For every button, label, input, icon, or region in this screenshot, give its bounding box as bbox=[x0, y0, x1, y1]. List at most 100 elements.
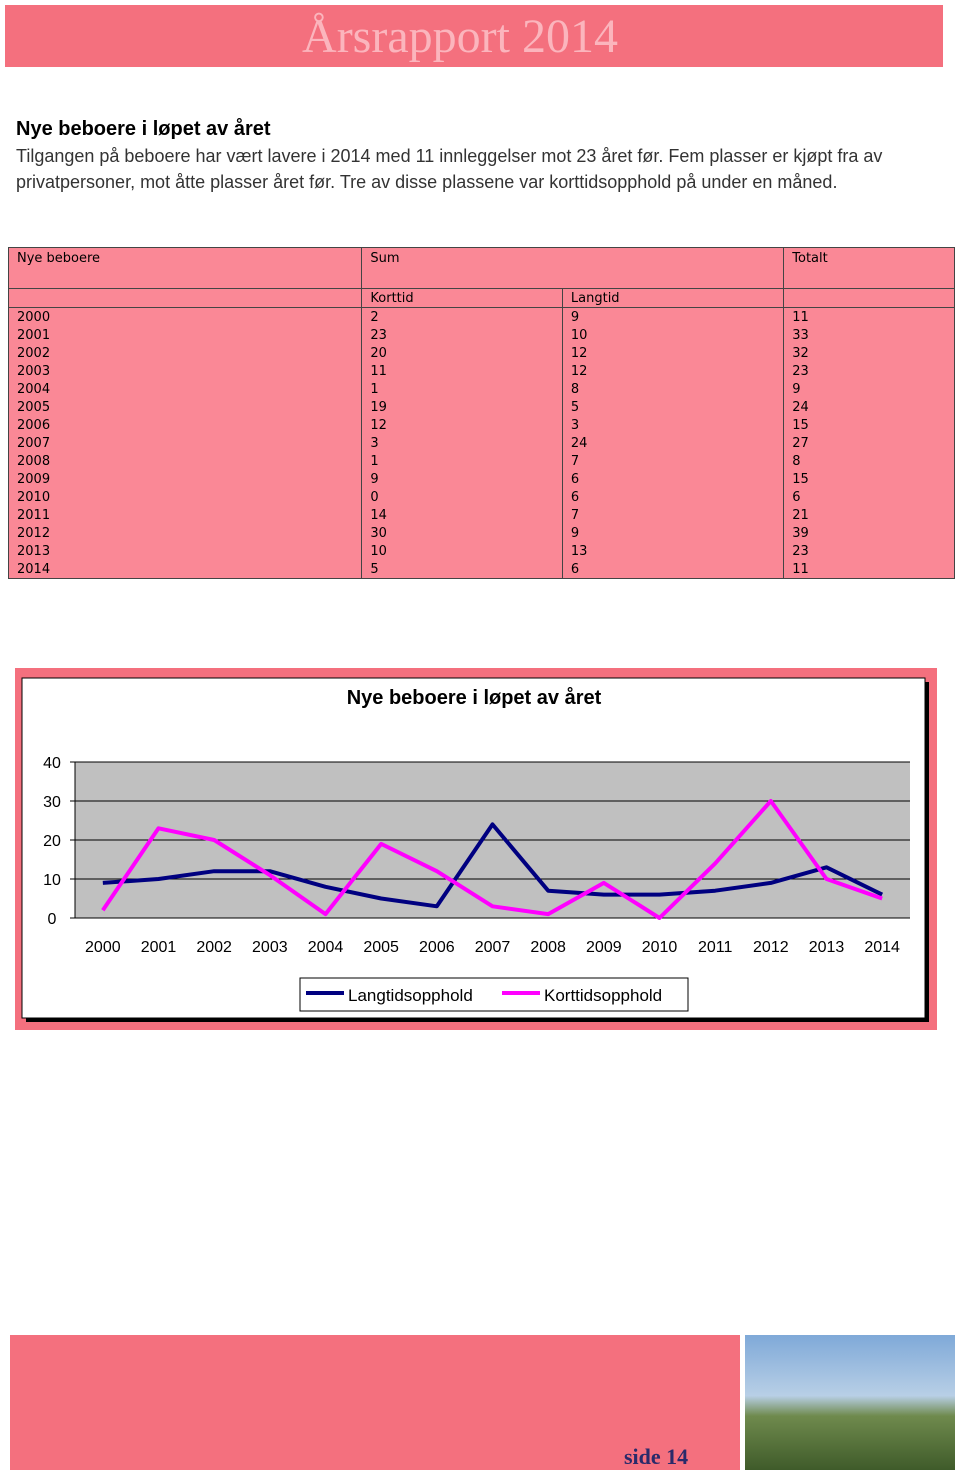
table-row: 2009 9 6 15 bbox=[7, 470, 955, 488]
table-cell: 0 bbox=[361, 488, 563, 506]
table-cell: 20 bbox=[361, 344, 563, 362]
table-row: 2010 0 6 6 bbox=[7, 488, 955, 506]
y-tick-label: 20 bbox=[43, 833, 61, 850]
y-tick-label: 30 bbox=[43, 794, 61, 811]
table-cell: 3 bbox=[561, 416, 785, 434]
table-row: Nye beboere Sum Totalt bbox=[7, 247, 955, 289]
x-tick-label: 2002 bbox=[196, 939, 232, 956]
table-cell: 32 bbox=[783, 344, 955, 362]
table-row: 2014 5 6 11 bbox=[7, 560, 955, 579]
table-row: 2002 20 12 32 bbox=[7, 344, 955, 362]
table-cell: 1 bbox=[361, 380, 563, 398]
table-cell: 2002 bbox=[7, 344, 363, 362]
table-cell: 6 bbox=[561, 488, 785, 506]
table-cell: 24 bbox=[561, 434, 785, 452]
table-row: 2000 2 9 11 bbox=[7, 307, 955, 326]
table-cell: 11 bbox=[361, 362, 563, 380]
table-cell: 2013 bbox=[7, 542, 363, 560]
table-cell: 2005 bbox=[7, 398, 363, 416]
x-tick-label: 2014 bbox=[864, 939, 900, 956]
table-cell: 30 bbox=[361, 524, 563, 542]
table-row: 2012 30 9 39 bbox=[7, 524, 955, 542]
x-tick-label: 2012 bbox=[753, 939, 789, 956]
table-cell: 15 bbox=[783, 416, 955, 434]
header: Årsrapport 2014 bbox=[5, 5, 943, 67]
table-cell: 2009 bbox=[7, 470, 363, 488]
table-cell: 2 bbox=[361, 307, 563, 326]
table-row: Korttid Langtid bbox=[7, 288, 955, 308]
table-cell: Sum bbox=[361, 247, 785, 289]
x-tick-label: 2009 bbox=[586, 939, 622, 956]
table-cell: 6 bbox=[561, 470, 785, 488]
table-cell: 3 bbox=[361, 434, 563, 452]
table-cell: Korttid bbox=[361, 288, 563, 308]
table-cell: 2001 bbox=[7, 326, 363, 344]
x-tick-label: 2005 bbox=[363, 939, 399, 956]
table-cell: 2008 bbox=[7, 452, 363, 470]
table-cell: 7 bbox=[561, 506, 785, 524]
table-cell: 19 bbox=[361, 398, 563, 416]
table-row: 2004 1 8 9 bbox=[7, 380, 955, 398]
table-cell: 15 bbox=[783, 470, 955, 488]
x-tick-label: 2008 bbox=[530, 939, 566, 956]
table-cell: 5 bbox=[561, 398, 785, 416]
table-cell bbox=[7, 288, 363, 308]
x-tick-label: 2001 bbox=[141, 939, 177, 956]
table-cell: 27 bbox=[783, 434, 955, 452]
table-cell: 1 bbox=[361, 452, 563, 470]
table-cell: 2011 bbox=[7, 506, 363, 524]
x-tick-label: 2013 bbox=[809, 939, 845, 956]
x-tick-label: 2000 bbox=[85, 939, 121, 956]
table-cell: 10 bbox=[561, 326, 785, 344]
table-cell: 23 bbox=[783, 362, 955, 380]
table-cell: 5 bbox=[361, 560, 563, 579]
table-cell: 13 bbox=[561, 542, 785, 560]
table-cell: Nye beboere bbox=[7, 247, 363, 289]
table-row: 2013 10 13 23 bbox=[7, 542, 955, 560]
table-cell: 24 bbox=[783, 398, 955, 416]
table-cell: 2004 bbox=[7, 380, 363, 398]
table-cell: 7 bbox=[561, 452, 785, 470]
table-cell bbox=[783, 288, 955, 308]
table-cell: 9 bbox=[783, 380, 955, 398]
table-row: 2003 11 12 23 bbox=[7, 362, 955, 380]
table-cell: 9 bbox=[561, 307, 785, 326]
table-cell: 2000 bbox=[7, 307, 363, 326]
legend-label: Korttidsopphold bbox=[544, 986, 662, 1005]
table-cell: 11 bbox=[783, 560, 955, 579]
table-cell: 21 bbox=[783, 506, 955, 524]
table-cell: 39 bbox=[783, 524, 955, 542]
table-row: 2001 23 10 33 bbox=[7, 326, 955, 344]
y-tick-label: 10 bbox=[43, 872, 61, 889]
section: Nye beboere i løpet av året Tilgangen på… bbox=[16, 118, 926, 195]
chart: Nye beboere i løpet av året 0 10 20 30 40 200… bbox=[15, 668, 937, 1030]
table-cell: 23 bbox=[783, 542, 955, 560]
table-cell: 9 bbox=[561, 524, 785, 542]
table-cell: 6 bbox=[783, 488, 955, 506]
table-cell: 2012 bbox=[7, 524, 363, 542]
table-cell: 2014 bbox=[7, 560, 363, 579]
x-tick-label: 2003 bbox=[252, 939, 288, 956]
table-cell: 11 bbox=[783, 307, 955, 326]
table-cell: 2010 bbox=[7, 488, 363, 506]
table-cell: 33 bbox=[783, 326, 955, 344]
table-cell: 12 bbox=[561, 344, 785, 362]
x-tick-label: 2004 bbox=[308, 939, 344, 956]
table-cell: 6 bbox=[561, 560, 785, 579]
paragraph: Tilgangen på beboere har vært lavere i 2… bbox=[16, 146, 883, 192]
table-cell: Langtid bbox=[561, 288, 785, 308]
table-cell: 9 bbox=[361, 470, 563, 488]
table-cell: 8 bbox=[561, 380, 785, 398]
x-tick-label: 2007 bbox=[475, 939, 511, 956]
x-tick-label: 2006 bbox=[419, 939, 455, 956]
legend-label: Langtidsopphold bbox=[348, 986, 473, 1005]
chart-title: Nye beboere i løpet av året bbox=[347, 686, 602, 709]
table-cell: 23 bbox=[361, 326, 563, 344]
y-tick-label: 40 bbox=[43, 755, 61, 772]
table-row: 2011 14 7 21 bbox=[7, 506, 955, 524]
table-cell: Totalt bbox=[783, 247, 955, 289]
table-row: 2005 19 5 24 bbox=[7, 398, 955, 416]
page-number: side 14 bbox=[624, 1444, 689, 1469]
table-row: 2008 1 7 8 bbox=[7, 452, 955, 470]
